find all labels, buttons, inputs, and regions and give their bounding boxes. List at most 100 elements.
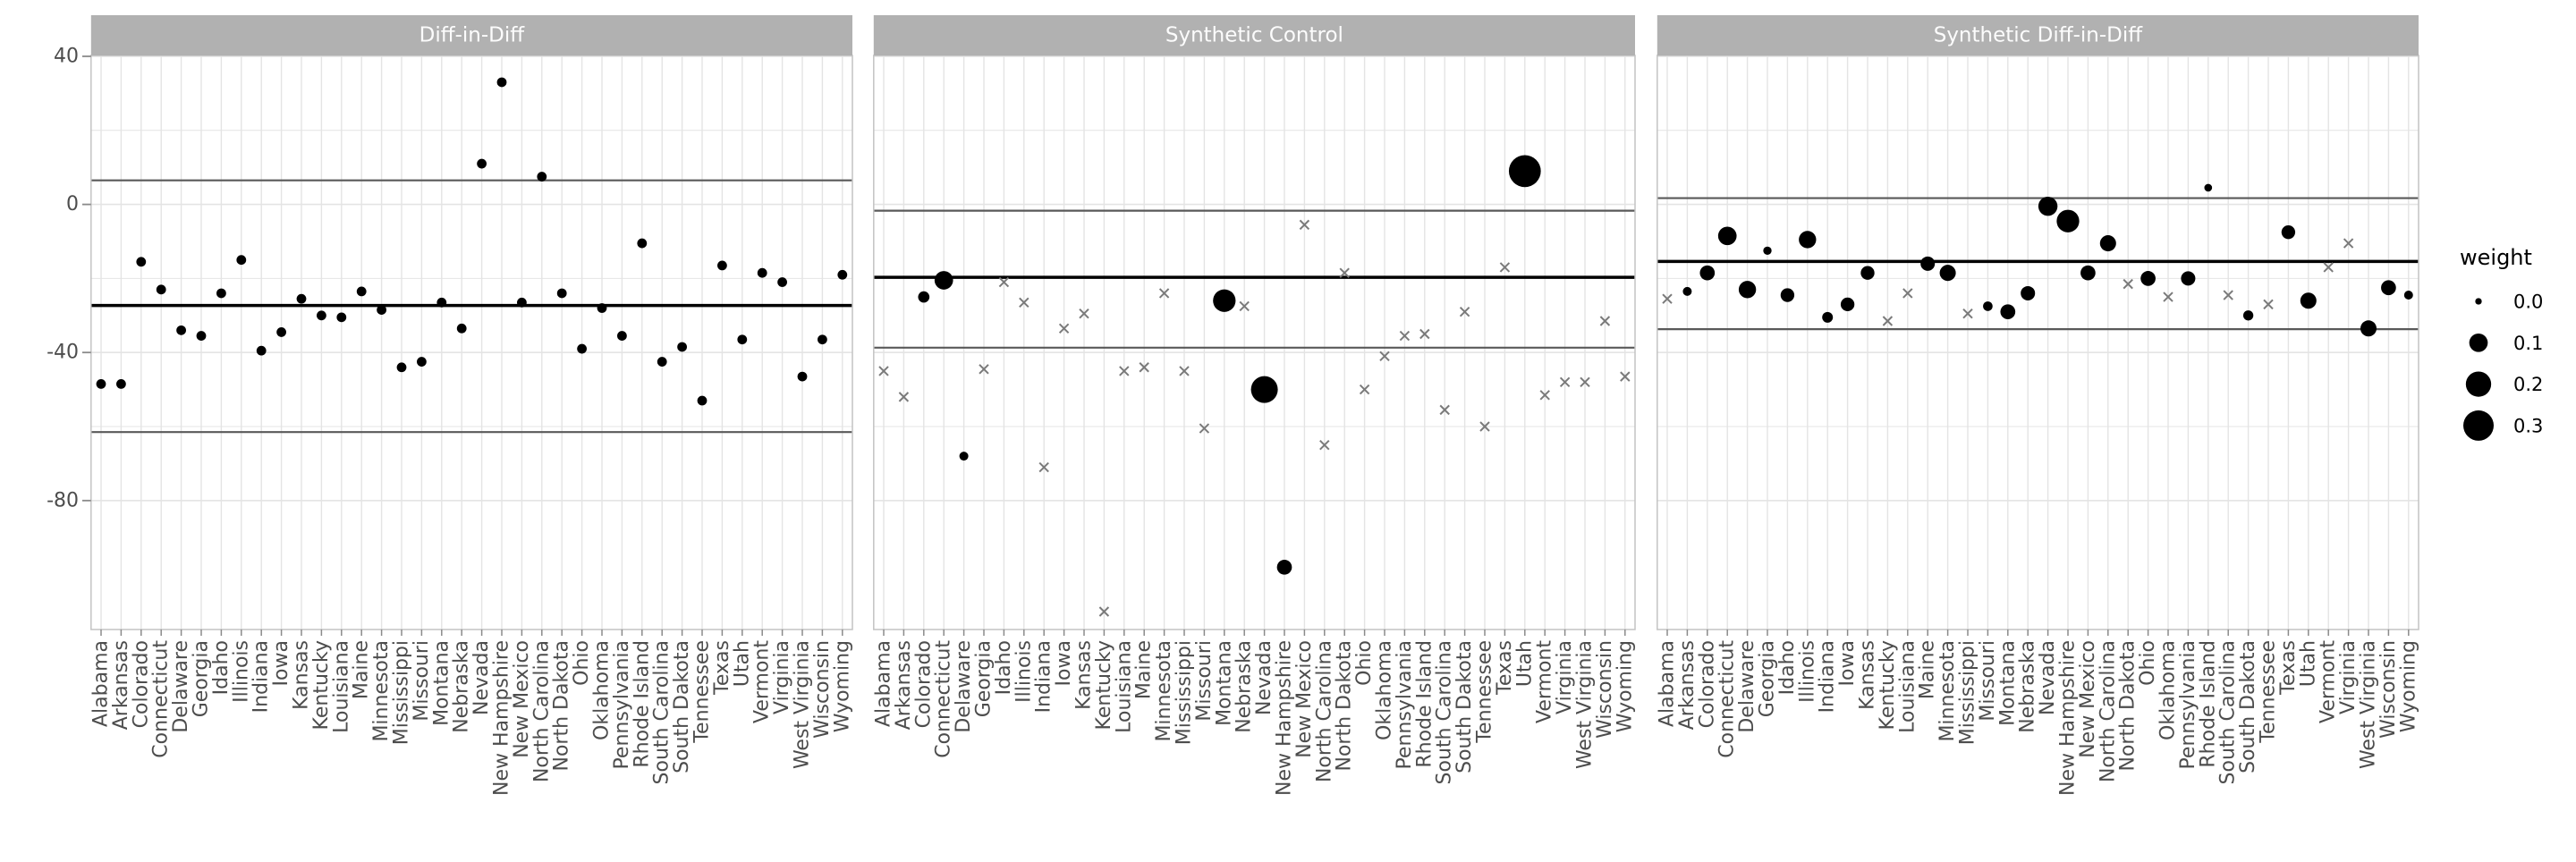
point-dot-missouri	[417, 357, 427, 367]
point-dot-montana	[436, 297, 447, 308]
x-axis-label-north-dakota: North Dakota	[1334, 640, 1356, 771]
x-axis-label-ohio: Ohio	[571, 640, 593, 686]
point-dot-south-dakota	[677, 342, 687, 352]
point-x-maine	[1139, 362, 1149, 373]
x-axis-label-utah: Utah	[1513, 640, 1536, 687]
point-x-south-carolina	[1439, 404, 1450, 416]
point-dot-arkansas	[1682, 286, 1692, 296]
point-dot-connecticut	[934, 271, 953, 290]
point-dot-wisconsin	[2381, 280, 2396, 296]
legend-key-dot	[2463, 410, 2494, 441]
point-dot-iowa	[1840, 297, 1855, 312]
y-axis-label: 40	[54, 46, 79, 68]
point-dot-minnesota	[1939, 265, 1956, 282]
x-axis-label-north-carolina: North Carolina	[2097, 640, 2119, 782]
x-axis-label-texas: Texas	[1494, 640, 1516, 696]
point-dot-indiana	[256, 345, 267, 356]
x-axis-label-virginia: Virginia	[771, 640, 793, 714]
point-x-oklahoma	[2163, 292, 2174, 302]
point-x-mississippi	[1962, 308, 1973, 319]
point-x-vermont	[2323, 262, 2334, 273]
point-dot-nevada	[2038, 196, 2058, 216]
point-x-alabama	[1662, 293, 1673, 304]
x-axis-label-georgia: Georgia	[973, 640, 996, 717]
point-x-kansas	[1079, 308, 1089, 319]
point-x-oklahoma	[1379, 351, 1390, 362]
point-dot-nevada	[477, 158, 487, 169]
x-axis-label-new-mexico: New Mexico	[2077, 640, 2099, 758]
x-axis-label-missouri: Missouri	[411, 640, 433, 722]
x-axis-label-kansas: Kansas	[1073, 640, 1096, 710]
point-dot-colorado	[136, 257, 147, 267]
x-axis-label-delaware: Delaware	[170, 640, 192, 733]
legend-entry-label: 0.0	[2513, 292, 2543, 313]
point-dot-arkansas	[116, 378, 126, 389]
point-x-new-mexico	[1299, 219, 1310, 231]
x-axis-label-connecticut: Connecticut	[1716, 640, 1739, 758]
y-axis-label: -80	[47, 489, 79, 511]
point-dot-utah	[737, 334, 748, 345]
x-axis-label-colorado: Colorado	[1696, 640, 1718, 728]
point-dot-maine	[1920, 256, 1936, 271]
x-axis-label-west-virginia: West Virginia	[1574, 640, 1597, 769]
x-axis-label-maine: Maine	[1917, 640, 1939, 699]
point-dot-louisiana	[336, 312, 347, 323]
point-dot-georgia	[196, 331, 207, 341]
point-dot-wyoming	[837, 269, 848, 280]
x-axis-label-nebraska: Nebraska	[1233, 640, 1256, 733]
legend-key-dot	[2465, 371, 2492, 397]
x-axis-label-arkansas: Arkansas	[110, 640, 132, 730]
point-dot-idaho	[216, 288, 226, 299]
point-dot-north-carolina	[537, 172, 547, 182]
point-x-arkansas	[898, 392, 910, 402]
x-axis-label-tennessee: Tennessee	[1474, 640, 1496, 744]
point-dot-missouri	[1983, 301, 1993, 311]
point-dot-new-mexico	[2080, 265, 2096, 281]
point-dot-new-hampshire	[496, 77, 507, 88]
x-axis-label-south-carolina: South Carolina	[2217, 640, 2240, 784]
x-axis-label-louisiana: Louisiana	[1896, 640, 1919, 733]
x-axis-label-illinois: Illinois	[1796, 640, 1818, 703]
point-x-north-dakota	[1339, 267, 1350, 278]
x-axis-label-west-virginia: West Virginia	[2358, 640, 2380, 769]
point-dot-illinois	[236, 255, 247, 266]
point-dot-wisconsin	[818, 334, 827, 345]
point-dot-delaware	[176, 325, 186, 335]
x-axis-label-illinois: Illinois	[230, 640, 252, 703]
legend-key-dot	[2469, 333, 2488, 352]
x-axis-label-illinois: Illinois	[1013, 640, 1035, 703]
point-dot-montana	[1213, 289, 1236, 312]
x-axis-label-south-dakota: South Dakota	[1453, 640, 1476, 773]
x-axis-label-missouri: Missouri	[1193, 640, 1216, 722]
point-x-alabama	[878, 366, 889, 376]
x-axis-label-alabama: Alabama	[873, 640, 895, 727]
point-dot-pennsylvania	[617, 331, 627, 341]
point-x-north-carolina	[1319, 439, 1330, 451]
x-axis-label-indiana: Indiana	[1033, 640, 1055, 713]
point-x-south-dakota	[1459, 306, 1470, 317]
point-dot-kentucky	[317, 310, 326, 321]
point-dot-colorado	[1699, 265, 1716, 281]
x-axis-label-indiana: Indiana	[250, 640, 273, 713]
x-axis-label-utah: Utah	[731, 640, 753, 687]
x-axis-label-minnesota: Minnesota	[1936, 640, 1959, 742]
legend-key-dot	[2475, 298, 2482, 305]
x-axis-label-idaho: Idaho	[210, 640, 233, 695]
point-dot-nebraska	[456, 323, 467, 334]
point-x-virginia	[1559, 376, 1571, 388]
x-axis-label-south-dakota: South Dakota	[671, 640, 693, 773]
x-axis-label-nebraska: Nebraska	[2017, 640, 2039, 733]
x-axis-label-south-carolina: South Carolina	[1434, 640, 1456, 784]
x-axis-label-south-dakota: South Dakota	[2237, 640, 2259, 773]
x-axis-label-oklahoma: Oklahoma	[1374, 640, 1396, 740]
x-axis-label-delaware: Delaware	[1736, 640, 1758, 733]
point-dot-south-dakota	[2242, 310, 2254, 321]
x-axis-label-utah: Utah	[2297, 640, 2319, 687]
x-axis-label-minnesota: Minnesota	[1153, 640, 1175, 742]
x-axis-label-wisconsin: Wisconsin	[2377, 640, 2400, 739]
x-axis-label-vermont: Vermont	[751, 640, 774, 723]
x-axis-label-rhode-island: Rhode Island	[1413, 640, 1436, 768]
point-x-north-dakota	[2123, 278, 2133, 290]
point-dot-mississippi	[396, 362, 407, 373]
x-axis-label-maine: Maine	[351, 640, 373, 699]
